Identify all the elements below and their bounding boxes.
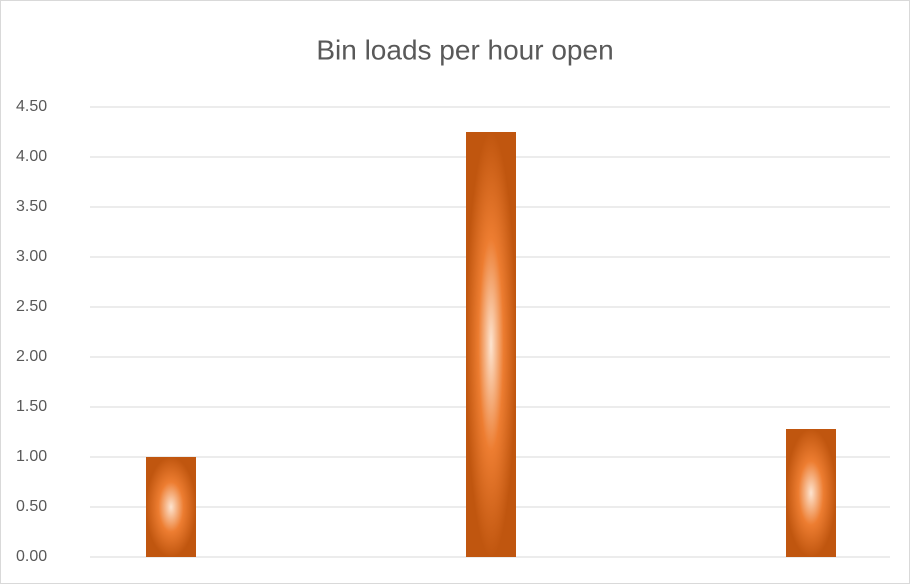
y-tick-label: 0.00 bbox=[16, 548, 47, 565]
y-tick-label: 2.00 bbox=[16, 348, 47, 365]
y-tick-label: 1.50 bbox=[16, 398, 47, 415]
bar bbox=[146, 457, 196, 557]
y-tick-label: 0.50 bbox=[16, 498, 47, 515]
chart-title: Bin loads per hour open bbox=[316, 34, 613, 65]
y-tick-label: 3.00 bbox=[16, 248, 47, 265]
y-tick-label: 3.50 bbox=[16, 198, 47, 215]
y-tick-label: 4.50 bbox=[16, 98, 47, 115]
y-tick-label: 2.50 bbox=[16, 298, 47, 315]
bar bbox=[786, 429, 836, 557]
bar bbox=[466, 132, 516, 557]
y-tick-label: 1.00 bbox=[16, 448, 47, 465]
y-tick-label: 4.00 bbox=[16, 148, 47, 165]
